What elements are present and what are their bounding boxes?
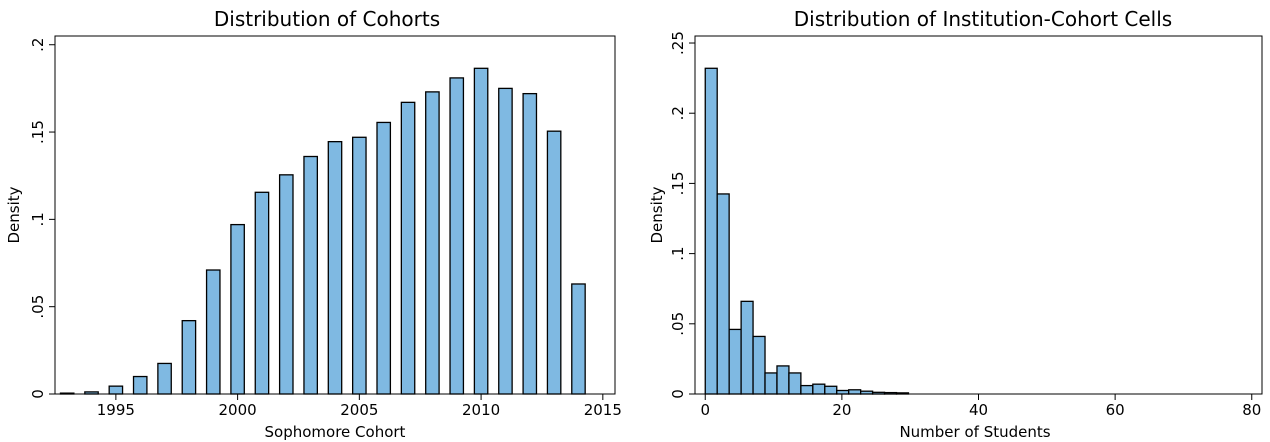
- bar: [752, 335, 766, 395]
- x-tick-label: 2010: [462, 401, 500, 419]
- bar: [824, 385, 838, 395]
- bar: [351, 136, 367, 395]
- bar-series: [59, 67, 586, 395]
- institution-cohort-cells-chart: Distribution of Institution-Cohort Cells…: [648, 7, 1263, 441]
- x-tick-label: 80: [1242, 401, 1261, 419]
- bar: [254, 191, 270, 395]
- x-tick-label: 60: [1106, 401, 1125, 419]
- x-tick-label: 2000: [219, 401, 257, 419]
- y-tick-label: 0: [669, 389, 687, 399]
- bar: [546, 130, 562, 395]
- y-tick-label: .05: [669, 312, 687, 336]
- bar: [740, 300, 754, 395]
- bar: [788, 372, 802, 395]
- y-tick-label: .25: [669, 31, 687, 55]
- cohort-distribution-chart: Distribution of Cohorts 1995 2000 2005 2010…: [5, 7, 622, 441]
- bar: [571, 283, 586, 395]
- bar: [498, 87, 513, 395]
- bar: [522, 92, 538, 395]
- bar: [400, 101, 416, 395]
- y-tick-label: .1: [669, 246, 687, 260]
- x-tick-label: 1995: [97, 401, 135, 419]
- bar: [860, 390, 874, 395]
- bar: [800, 384, 814, 395]
- axis-ticks: 1995 2000 2005 2010 2015 0 .05 .1 .15 .2: [29, 38, 622, 419]
- x-axis-label: Number of Students: [899, 423, 1050, 441]
- bar: [59, 392, 75, 395]
- bar: [376, 121, 392, 395]
- bar: [895, 392, 910, 395]
- y-axis-label: Density: [648, 186, 666, 243]
- y-tick-label: .2: [29, 38, 47, 52]
- bar: [157, 362, 172, 395]
- bar: [132, 375, 148, 395]
- bar: [871, 391, 886, 395]
- bar: [812, 383, 826, 395]
- plot-frame: [694, 35, 1263, 395]
- bar: [836, 389, 850, 395]
- chart-title: Distribution of Cohorts: [214, 7, 440, 31]
- bar: [181, 319, 197, 395]
- bar: [848, 389, 862, 395]
- bar: [449, 77, 465, 395]
- bar: [278, 174, 294, 395]
- y-tick-label: .15: [669, 171, 687, 195]
- x-tick-label: 0: [700, 401, 710, 419]
- bar: [327, 140, 343, 395]
- bar: [108, 385, 124, 395]
- x-tick-label: 20: [832, 401, 851, 419]
- y-axis-label: Density: [5, 186, 23, 243]
- y-tick-label: .05: [29, 295, 47, 319]
- bar: [883, 391, 898, 395]
- bar-series: [704, 67, 910, 395]
- bar: [728, 328, 742, 395]
- y-tick-label: .2: [669, 106, 687, 120]
- axis-ticks: 0 20 40 60 80 0 .05 .1 .15 .2 .25: [669, 31, 1261, 419]
- bar: [473, 67, 489, 395]
- bar: [230, 223, 245, 395]
- bar: [205, 269, 221, 395]
- y-tick-label: .15: [29, 120, 47, 144]
- bar: [84, 391, 99, 395]
- bar: [776, 365, 790, 395]
- x-tick-label: 2015: [584, 401, 622, 419]
- bar: [704, 67, 718, 395]
- y-tick-label: .1: [29, 212, 47, 226]
- bar: [716, 193, 730, 395]
- y-tick-label: 0: [29, 389, 47, 399]
- x-tick-label: 2005: [340, 401, 378, 419]
- x-tick-label: 40: [969, 401, 988, 419]
- bar: [764, 372, 778, 395]
- x-axis-label: Sophomore Cohort: [265, 423, 406, 441]
- bar: [303, 155, 318, 395]
- chart-title: Distribution of Institution-Cohort Cells: [794, 7, 1172, 31]
- bar: [425, 91, 440, 395]
